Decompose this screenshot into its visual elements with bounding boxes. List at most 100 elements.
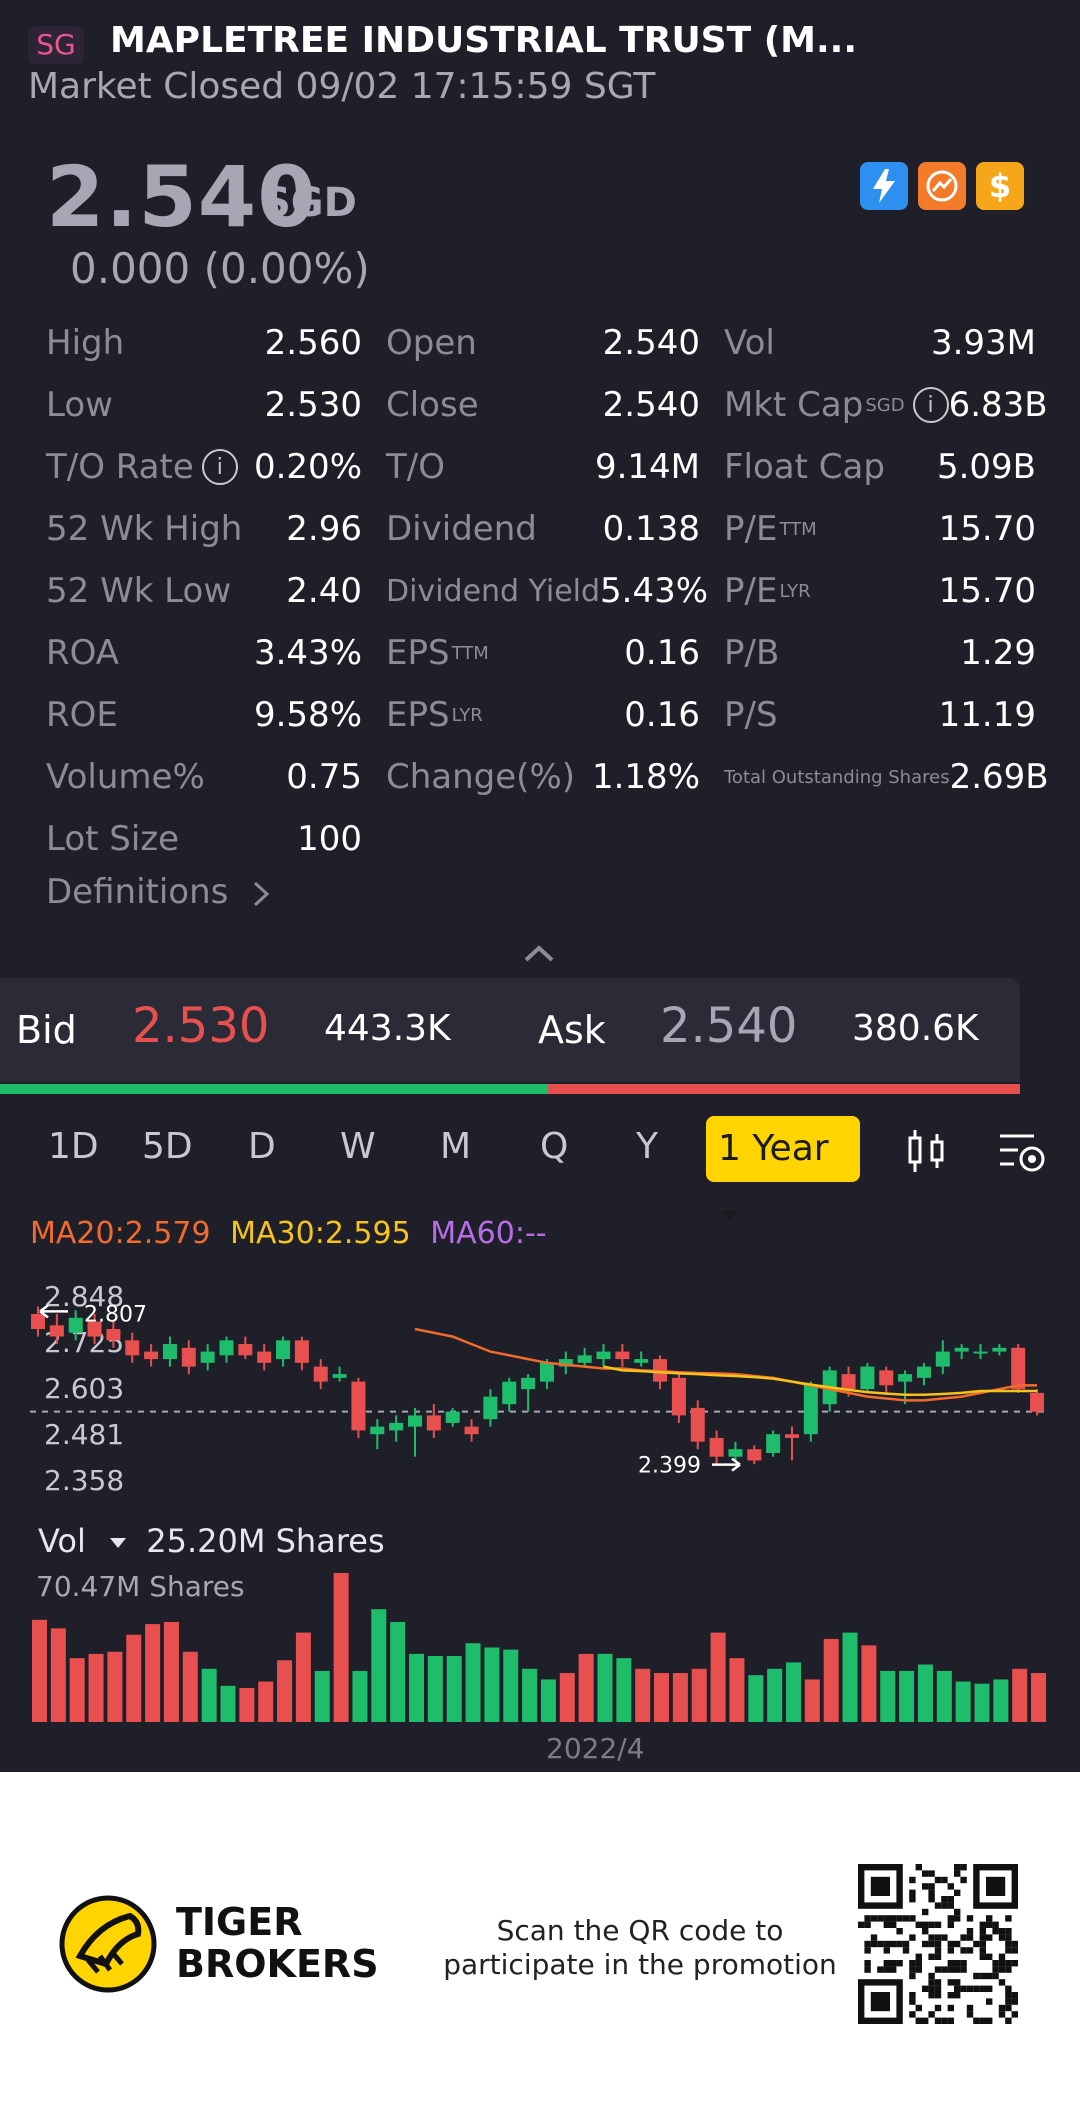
stat-label-text: P/E: [724, 571, 778, 611]
qr-module: [966, 1985, 974, 1992]
qr-module: [992, 1972, 999, 1980]
tab-y[interactable]: Y: [636, 1126, 658, 1167]
stat-label-text: EPS: [386, 633, 450, 673]
shortable-icon[interactable]: [918, 162, 966, 210]
tab-w[interactable]: W: [340, 1126, 376, 1167]
volume-bar: [239, 1687, 255, 1722]
y-tick-label: 2.848: [44, 1280, 124, 1313]
qr-module: [902, 1915, 910, 1922]
volume-bar: [842, 1632, 858, 1722]
volume-header[interactable]: Vol 25.20M Shares: [38, 1522, 385, 1560]
bid-volume: 443.3K: [324, 1008, 451, 1049]
volume-bar: [314, 1670, 330, 1722]
volume-bar: [163, 1621, 179, 1722]
candle-body: [521, 1377, 536, 1390]
stat-cell: ROA 3.43%: [46, 633, 362, 673]
qr-module: [979, 1921, 986, 1928]
qr-module: [960, 1985, 967, 1992]
volume-bar: [88, 1653, 104, 1722]
candle-body: [671, 1377, 686, 1416]
qr-module: [947, 2017, 954, 2024]
qr-module: [909, 2011, 916, 2018]
candle-body: [841, 1374, 856, 1390]
qr-module: [1011, 1947, 1018, 1954]
volume-bar: [654, 1673, 670, 1722]
volume-bar: [559, 1673, 575, 1722]
candle-body: [992, 1347, 1007, 1352]
qr-module: [909, 1896, 916, 1903]
qr-module: [1005, 1992, 1012, 1999]
qr-module: [915, 2017, 922, 2024]
stat-label: T/O Rate i: [46, 447, 238, 487]
chart-settings-icon[interactable]: [996, 1126, 1048, 1176]
volume-bar: [390, 1621, 406, 1722]
collapse-chevron-icon[interactable]: [522, 942, 556, 966]
qr-module: [954, 1889, 961, 1896]
lightning-icon[interactable]: [860, 162, 908, 210]
qr-module: [998, 1960, 1006, 1967]
qr-module: [1011, 1992, 1018, 1999]
tab-m[interactable]: M: [440, 1126, 472, 1167]
qr-module: [960, 1947, 967, 1954]
qr-module: [928, 2011, 935, 2018]
dollar-icon[interactable]: $: [976, 162, 1024, 210]
tab-5d[interactable]: 5D: [142, 1126, 193, 1167]
candle-body: [68, 1317, 83, 1333]
stat-superscript: TTM: [451, 642, 489, 664]
volume-bar: [446, 1656, 462, 1722]
tab-1d[interactable]: 1D: [48, 1126, 99, 1167]
qr-module: [864, 1947, 871, 1954]
stat-label: T/O: [386, 447, 445, 487]
volume-chart[interactable]: [0, 1566, 1080, 1726]
qr-module: [1005, 1928, 1012, 1935]
candlestick-type-icon[interactable]: [904, 1126, 948, 1176]
bid-price[interactable]: 2.530: [132, 998, 270, 1054]
info-icon[interactable]: i: [912, 387, 949, 423]
volume-bar: [974, 1683, 990, 1722]
candle-body: [879, 1370, 894, 1386]
stat-value: 2.540: [602, 323, 700, 363]
candle-body: [332, 1374, 347, 1378]
qr-module: [870, 1940, 878, 1948]
stat-cell: 52 Wk Low 2.40: [46, 571, 362, 611]
qr-module: [1005, 1934, 1012, 1941]
stat-label-text: P/E: [724, 509, 778, 549]
ask-price[interactable]: 2.540: [660, 998, 798, 1054]
stat-cell: Open 2.540: [362, 323, 700, 363]
info-icon[interactable]: i: [201, 449, 238, 485]
definitions-link[interactable]: Definitions: [46, 872, 273, 912]
tab-q[interactable]: Q: [540, 1126, 569, 1167]
volume-bar: [333, 1573, 349, 1722]
candle-body: [709, 1437, 724, 1457]
qr-module: [934, 1902, 942, 1909]
volume-bar: [804, 1679, 820, 1722]
tab-1-year[interactable]: 1 Year: [706, 1116, 860, 1221]
qr-module: [960, 1966, 967, 1973]
qr-module: [1011, 1940, 1018, 1948]
volume-bar: [786, 1662, 801, 1722]
qr-module: [1011, 2011, 1018, 2018]
stat-label-text: Change(%): [386, 757, 576, 797]
qr-module: [864, 1940, 871, 1948]
qr-code[interactable]: [858, 1864, 1018, 2024]
volume-bar: [371, 1609, 387, 1722]
qr-module: [998, 1979, 1006, 1986]
qr-module: [947, 1896, 954, 1903]
qr-module: [954, 1960, 961, 1967]
volume-bar: [861, 1645, 877, 1722]
stat-label: 52 Wk High: [46, 509, 242, 549]
stat-value: 15.70: [938, 509, 1036, 549]
tab-d[interactable]: D: [248, 1126, 276, 1167]
stock-title[interactable]: MAPLETREE INDUSTRIAL TRUST (M...: [110, 20, 857, 61]
qr-module: [1005, 1947, 1012, 1954]
qr-module: [922, 1928, 929, 1935]
stat-value: 100: [297, 819, 362, 859]
stat-label: P/E TTM: [724, 509, 817, 549]
candle-body: [898, 1374, 913, 1382]
qr-module: [909, 1915, 916, 1922]
market-status: Market Closed 09/02 17:15:59 SGT: [28, 66, 656, 107]
ask-ratio-bar: [548, 1084, 1020, 1094]
qr-module: [915, 1966, 922, 1973]
qr-module: [883, 1966, 890, 1973]
